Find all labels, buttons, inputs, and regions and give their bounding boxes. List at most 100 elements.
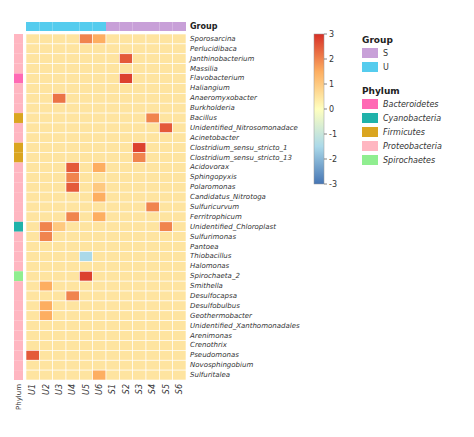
row-label: Thiobacillus — [190, 252, 232, 260]
column-label: S6 — [175, 384, 184, 394]
heatmap-cell — [173, 163, 186, 173]
heatmap-cell — [79, 182, 92, 192]
heatmap-cell — [173, 350, 186, 360]
heatmap-cell — [173, 123, 186, 133]
legend-entry: S — [383, 49, 388, 58]
heatmap-cell — [146, 103, 159, 113]
group-bar-cell — [159, 22, 172, 31]
heatmap-cell — [106, 44, 119, 54]
heatmap-cell — [53, 123, 66, 133]
heatmap-cell — [66, 93, 79, 103]
heatmap-cell — [159, 202, 172, 212]
heatmap-cell — [39, 360, 52, 370]
heatmap-cell — [79, 281, 92, 291]
heatmap-cell — [66, 202, 79, 212]
heatmap-cell — [119, 271, 132, 281]
legend-swatch — [362, 113, 378, 123]
heatmap-cell — [146, 222, 159, 232]
colorbar-tick-label: -2 — [329, 155, 337, 164]
row-label: Sulfuricurvum — [190, 203, 239, 211]
heatmap-cell — [133, 212, 146, 222]
heatmap-cell — [173, 202, 186, 212]
heatmap-cell — [119, 172, 132, 182]
row-label: Janthinobacterium — [188, 55, 255, 63]
colorbar-tick-label: -1 — [329, 130, 337, 139]
row-label: Anaeromyxobacter — [189, 94, 258, 102]
heatmap-cell — [26, 360, 39, 370]
heatmap-cell — [133, 370, 146, 380]
heatmap-cell — [66, 123, 79, 133]
heatmap-cell — [26, 311, 39, 321]
heatmap-cell — [66, 182, 79, 192]
heatmap-cell — [39, 172, 52, 182]
heatmap-cell — [173, 54, 186, 64]
heatmap-cell — [173, 133, 186, 143]
group-bar-cell — [146, 22, 159, 31]
heatmap-cell — [53, 34, 66, 44]
heatmap-cell — [159, 34, 172, 44]
heatmap-cell — [53, 261, 66, 271]
heatmap-cell — [79, 340, 92, 350]
heatmap-cell — [79, 153, 92, 163]
heatmap-cell — [119, 242, 132, 252]
column-label: S4 — [148, 384, 157, 394]
heatmap-cell — [133, 54, 146, 64]
heatmap-cell — [119, 212, 132, 222]
heatmap-cell — [119, 133, 132, 143]
heatmap-cell — [26, 242, 39, 252]
heatmap-cell — [106, 222, 119, 232]
heatmap-cell — [106, 212, 119, 222]
heatmap-cell — [53, 222, 66, 232]
heatmap-cell — [106, 93, 119, 103]
heatmap-cell — [26, 212, 39, 222]
heatmap-cell — [79, 172, 92, 182]
phylum-strip-cell — [14, 44, 23, 54]
heatmap-cell — [146, 370, 159, 380]
heatmap-cell — [66, 163, 79, 173]
heatmap-cell — [26, 74, 39, 84]
heatmap-cell — [53, 103, 66, 113]
heatmap-cell — [106, 261, 119, 271]
heatmap-cell — [93, 172, 106, 182]
heatmap-cell — [119, 222, 132, 232]
phylum-strip-cell — [14, 153, 23, 163]
heatmap-cell — [26, 350, 39, 360]
heatmap-cell — [119, 64, 132, 74]
phylum-strip-cell — [14, 113, 23, 123]
row-label: Acinetobacter — [189, 134, 240, 142]
heatmap-cell — [93, 74, 106, 84]
heatmap-cell — [159, 54, 172, 64]
heatmap-cell — [106, 123, 119, 133]
heatmap-cell — [39, 242, 52, 252]
heatmap-cell — [39, 251, 52, 261]
legend-swatch — [362, 99, 378, 109]
heatmap-cell — [93, 133, 106, 143]
heatmap-cell — [53, 242, 66, 252]
heatmap-cell — [119, 291, 132, 301]
heatmap-cell — [133, 113, 146, 123]
heatmap-cell — [66, 74, 79, 84]
heatmap-cell — [146, 74, 159, 84]
heatmap-cell — [159, 222, 172, 232]
heatmap-cell — [79, 64, 92, 74]
chart: SporosarcinaPerlucidibacaJanthinobacteri… — [0, 0, 474, 437]
heatmap-cell — [39, 192, 52, 202]
heatmap-cell — [79, 291, 92, 301]
heatmap-cell — [146, 251, 159, 261]
row-label: Smithella — [190, 282, 223, 290]
heatmap-cell — [39, 301, 52, 311]
legend-entry: Firmicutes — [383, 128, 425, 137]
heatmap-cell — [173, 192, 186, 202]
heatmap-cell — [159, 74, 172, 84]
heatmap-cell — [66, 133, 79, 143]
heatmap-cell — [133, 251, 146, 261]
heatmap-cell — [173, 261, 186, 271]
heatmap-cell — [66, 301, 79, 311]
heatmap-cell — [93, 54, 106, 64]
heatmap-cell — [93, 331, 106, 341]
heatmap-cell — [26, 291, 39, 301]
heatmap-cell — [119, 281, 132, 291]
heatmap-cell — [39, 143, 52, 153]
phylum-strip-cell — [14, 311, 23, 321]
heatmap-cell — [79, 83, 92, 93]
